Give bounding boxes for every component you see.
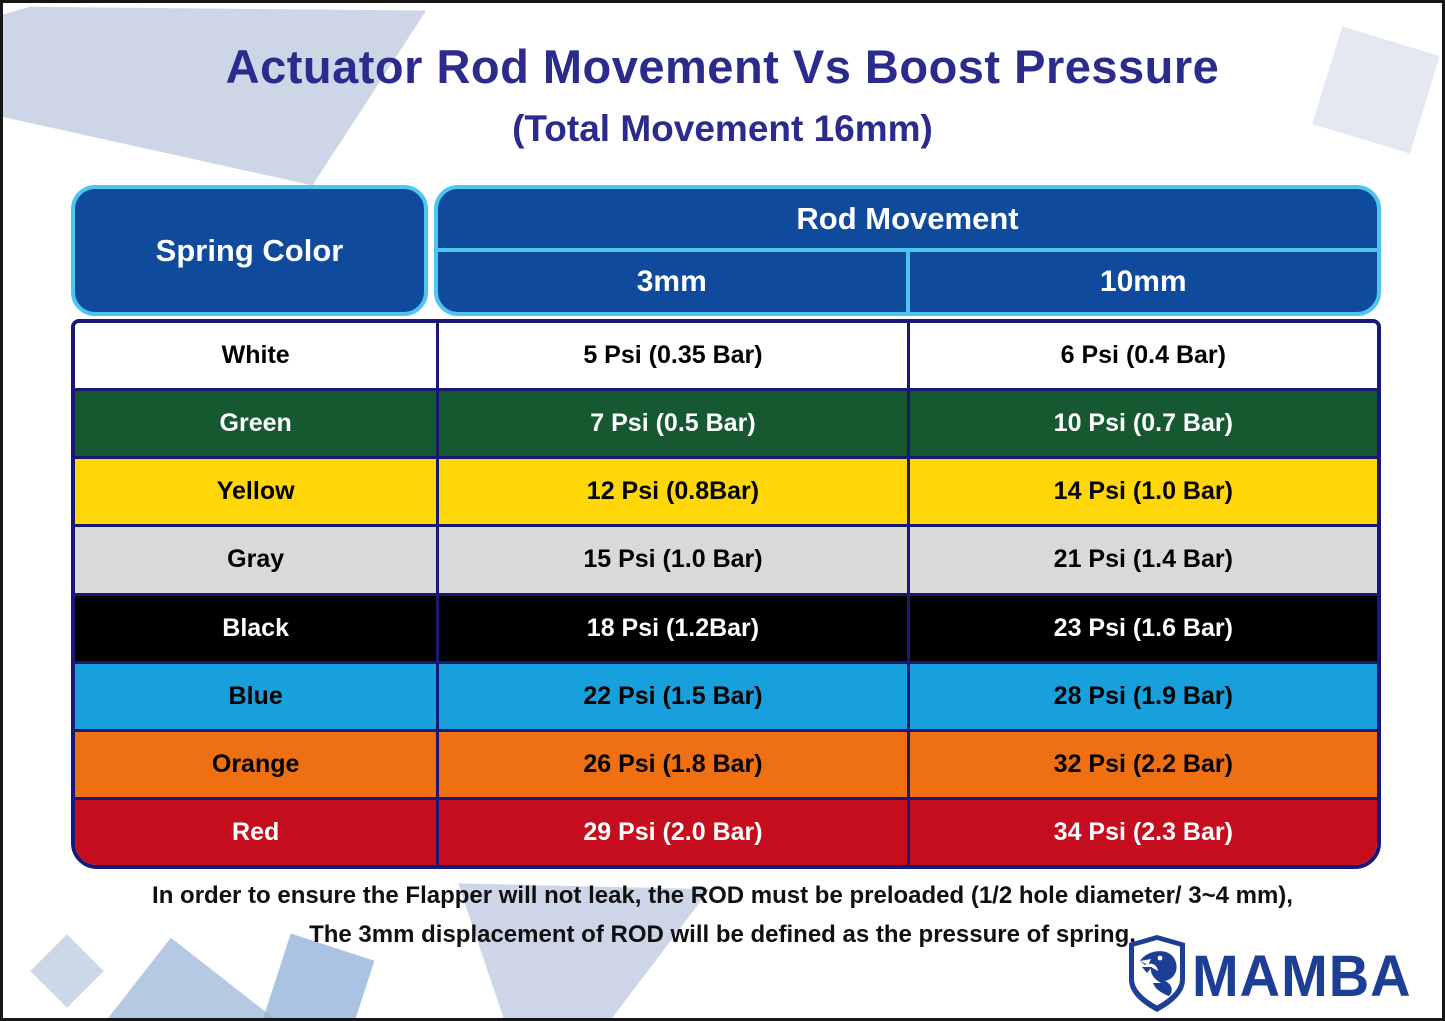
spring-color-cell: White <box>221 341 290 370</box>
spring-color-cell: Yellow <box>216 477 295 506</box>
footnote-line-1: In order to ensure the Flapper will not … <box>152 882 1293 909</box>
psi-10mm-cell: 32 Psi (2.2 Bar) <box>906 731 1377 797</box>
table-row-red: Red 29 Psi (2.0 Bar) 34 Psi (2.3 Bar) <box>75 796 1377 865</box>
table-row-white: White 5 Psi (0.35 Bar) 6 Psi (0.4 Bar) <box>75 323 1377 389</box>
rod-movement-subheaders: 3mm 10mm <box>438 252 1377 312</box>
table-row-yellow: Yellow 12 Psi (0.8Bar) 14 Psi (1.0 Bar) <box>75 456 1377 525</box>
psi-3mm-cell: 5 Psi (0.35 Bar) <box>436 323 906 389</box>
psi-3mm-cell: 7 Psi (0.5 Bar) <box>436 391 906 457</box>
psi-10mm-cell: 28 Psi (1.9 Bar) <box>906 663 1377 729</box>
spring-color-cell: Red <box>232 817 280 846</box>
page-subtitle: (Total Movement 16mm) <box>512 108 933 149</box>
psi-10mm-cell: 10 Psi (0.7 Bar) <box>906 391 1377 457</box>
page-title: Actuator Rod Movement Vs Boost Pressure <box>225 40 1220 93</box>
psi-10mm-cell: 23 Psi (1.6 Bar) <box>906 595 1377 661</box>
psi-10mm-cell: 14 Psi (1.0 Bar) <box>906 459 1377 525</box>
spring-color-cell: Gray <box>227 545 285 574</box>
spring-color-header: Spring Color <box>71 185 428 316</box>
table-row-gray: Gray 15 Psi (1.0 Bar) 21 Psi (1.4 Bar) <box>75 524 1377 593</box>
spring-pressure-table: White 5 Psi (0.35 Bar) 6 Psi (0.4 Bar) G… <box>71 319 1381 869</box>
psi-3mm-cell: 15 Psi (1.0 Bar) <box>436 527 906 593</box>
snake-shield-icon <box>1127 934 1187 1018</box>
psi-3mm-cell: 29 Psi (2.0 Bar) <box>436 799 906 865</box>
brand-wordmark: MAMBA <box>1192 942 1412 1009</box>
table-row-green: Green 7 Psi (0.5 Bar) 10 Psi (0.7 Bar) <box>75 388 1377 457</box>
spring-color-cell: Black <box>222 613 289 642</box>
psi-10mm-cell: 34 Psi (2.3 Bar) <box>906 799 1377 865</box>
psi-3mm-cell: 22 Psi (1.5 Bar) <box>436 663 906 729</box>
table-row-black: Black 18 Psi (1.2Bar) 23 Psi (1.6 Bar) <box>75 592 1377 661</box>
subheader-10mm: 10mm <box>1099 265 1187 298</box>
psi-3mm-cell: 12 Psi (0.8Bar) <box>436 459 906 525</box>
psi-3mm-cell: 26 Psi (1.8 Bar) <box>436 731 906 797</box>
rod-movement-header: Rod Movement 3mm 10mm <box>434 185 1381 316</box>
brand-logo: MAMBA <box>1127 934 1412 1018</box>
spring-color-cell: Green <box>219 409 292 438</box>
spring-color-cell: Orange <box>211 749 300 778</box>
psi-10mm-cell: 6 Psi (0.4 Bar) <box>906 323 1377 389</box>
psi-10mm-cell: 21 Psi (1.4 Bar) <box>906 527 1377 593</box>
table-row-blue: Blue 22 Psi (1.5 Bar) 28 Psi (1.9 Bar) <box>75 660 1377 729</box>
decor-polygon-top-left <box>3 6 427 186</box>
subheader-3mm: 3mm <box>438 252 910 312</box>
psi-3mm-cell: 18 Psi (1.2Bar) <box>436 595 906 661</box>
spring-color-cell: Blue <box>228 681 283 710</box>
footnote-line-2: The 3mm displacement of ROD will be defi… <box>309 921 1136 948</box>
table-row-orange: Orange 26 Psi (1.8 Bar) 32 Psi (2.2 Bar) <box>75 728 1377 797</box>
rod-movement-header-label: Rod Movement <box>438 189 1377 252</box>
decor-square-bottom-1 <box>87 937 278 1018</box>
